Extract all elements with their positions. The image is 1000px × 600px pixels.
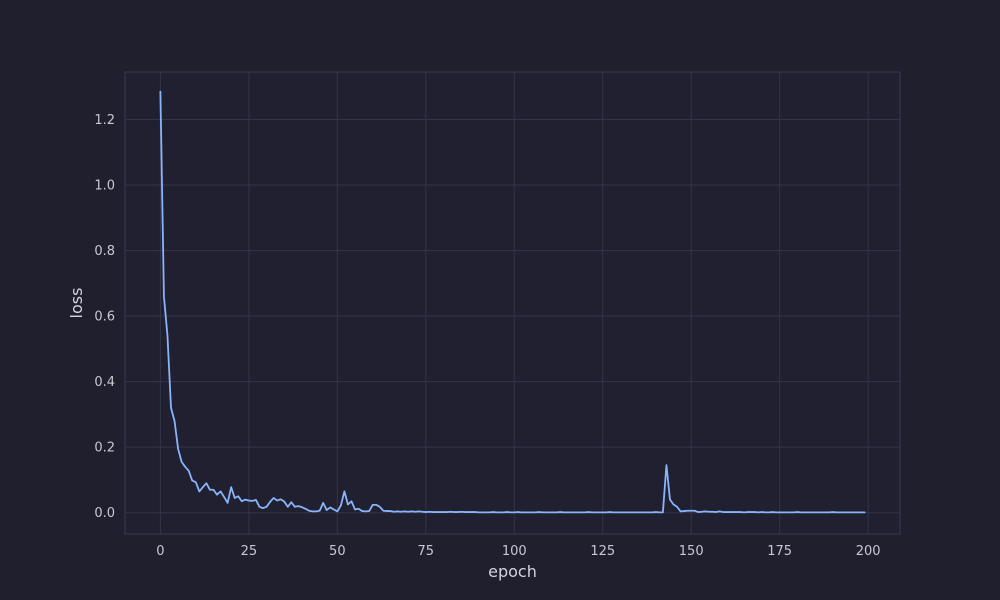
plot-area — [124, 71, 901, 535]
tick-labels: 0 25 50 75 100 125 150 175 200 0.0 0.2 0.4 0.6 0.8 1.0… — [94, 113, 880, 559]
y-axis-label: loss — [67, 288, 86, 319]
x-tick-label: 125 — [590, 544, 615, 559]
y-tick-label: 1.0 — [94, 179, 115, 194]
x-tick-label: 50 — [329, 544, 346, 559]
x-tick-label: 200 — [856, 544, 881, 559]
y-tick-label: 0.0 — [94, 506, 115, 521]
y-tick-label: 0.6 — [94, 310, 115, 325]
y-tick-label: 0.4 — [94, 375, 115, 390]
x-tick-label: 75 — [418, 544, 435, 559]
x-tick-label: 150 — [679, 544, 704, 559]
x-axis-label: epoch — [488, 562, 537, 581]
y-tick-label: 0.2 — [94, 441, 115, 456]
y-tick-label: 0.8 — [94, 244, 115, 259]
y-tick-label: 1.2 — [94, 113, 115, 128]
x-tick-label: 25 — [241, 544, 258, 559]
series-layer — [159, 90, 866, 514]
x-tick-label: 175 — [767, 544, 792, 559]
x-tick-label: 100 — [502, 544, 527, 559]
loss-series-line — [159, 90, 866, 514]
x-tick-label: 0 — [156, 544, 164, 559]
